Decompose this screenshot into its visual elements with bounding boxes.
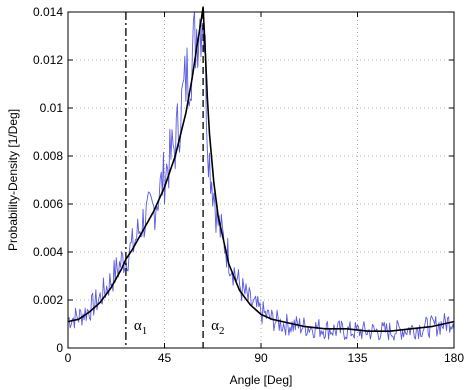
x-axis-label: Angle [Deg] — [230, 373, 293, 387]
alpha1-subscript: 1 — [142, 325, 148, 337]
y-tick-label-0: 0 — [56, 341, 63, 355]
x-tick-label-0: 0 — [65, 351, 72, 365]
y-tick-label-1: 0.002 — [33, 293, 63, 307]
y-tick-label-7: 0.014 — [33, 5, 63, 19]
grid — [68, 12, 454, 348]
y-tick-label-2: 0.004 — [33, 245, 63, 259]
x-tick-label-4: 180 — [444, 351, 464, 365]
y-tick-label-5: 0.01 — [40, 101, 64, 115]
x-tick-label-2: 90 — [254, 351, 268, 365]
y-tick-label-3: 0.006 — [33, 197, 63, 211]
ticks: 0 45 90 135 180 0 0.002 0.004 0.006 0.008 0.01 0.01… — [33, 5, 464, 365]
x-tick-label-1: 45 — [158, 351, 172, 365]
y-axis-label: Probability-Density [1/Deg] — [6, 109, 20, 251]
series-layer — [67, 6, 455, 341]
alpha2-subscript: 2 — [219, 325, 225, 337]
y-tick-label-6: 0.012 — [33, 53, 63, 67]
y-tick-label-4: 0.008 — [33, 149, 63, 163]
series-smooth-line — [67, 6, 455, 333]
x-tick-label-3: 135 — [347, 351, 367, 365]
